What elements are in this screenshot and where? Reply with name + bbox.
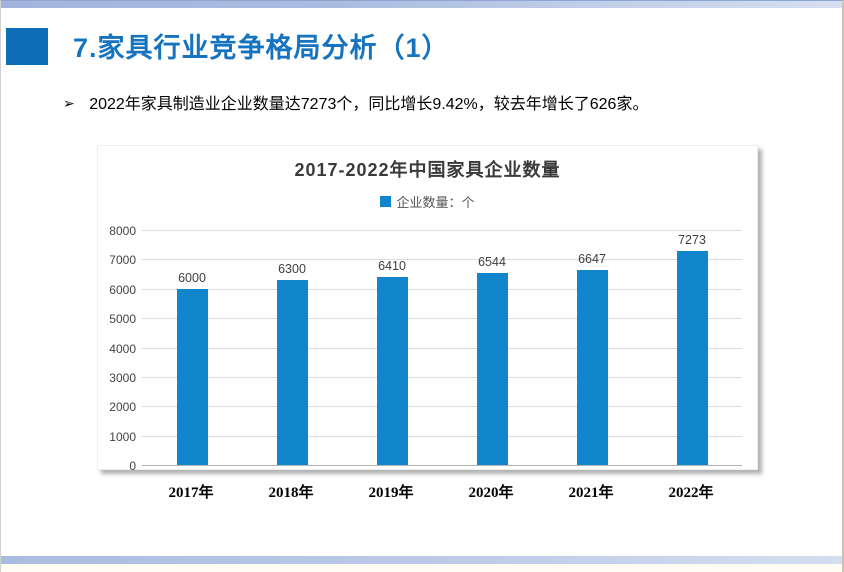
x-axis-tick-label: 2021年 bbox=[568, 485, 614, 501]
bullet-text: 2022年家具制造业企业数量达7273个，同比增长9.42%，较去年增长了626… bbox=[89, 96, 649, 113]
gridline bbox=[142, 347, 742, 349]
chart-title: 2017-2022年中国家具企业数量 bbox=[294, 160, 561, 180]
legend-swatch bbox=[380, 196, 392, 207]
y-axis-tick-label: 6000 bbox=[109, 282, 136, 297]
gridline bbox=[142, 259, 742, 261]
bar-2022年 bbox=[676, 251, 708, 465]
x-axis-tick-label: 2019年 bbox=[368, 485, 414, 501]
y-axis-tick-label: 5000 bbox=[109, 312, 136, 327]
bar-value-label: 6300 bbox=[278, 261, 306, 276]
bar-2021年 bbox=[576, 269, 608, 465]
furniture-companies-bar-chart: 2017-2022年中国家具企业数量 企业数量：个 0 1000 2000 3000 4… bbox=[97, 145, 758, 505]
bar-value-label: 6647 bbox=[578, 251, 606, 266]
gridline bbox=[142, 376, 742, 378]
bar-value-label: 6000 bbox=[178, 270, 206, 285]
gridline bbox=[142, 406, 742, 408]
y-axis-tick-label: 8000 bbox=[109, 224, 136, 238]
gridline bbox=[142, 435, 742, 437]
top-decoration-bar bbox=[1, 0, 842, 8]
bottom-decoration-bar bbox=[1, 556, 842, 564]
x-axis-tick-label: 2022年 bbox=[668, 485, 714, 501]
y-axis-tick-label: 0 bbox=[129, 459, 136, 473]
chart-legend: 企业数量：个 bbox=[98, 192, 757, 211]
y-axis-tick-label: 2000 bbox=[109, 400, 136, 415]
bar-value-label: 6544 bbox=[478, 254, 506, 269]
page-title: 7.家具行业竞争格局分析（1） bbox=[73, 33, 450, 63]
x-axis-labels: 2017年 2018年 2019年 2020年 2021年 2022年 bbox=[97, 481, 758, 503]
gridline bbox=[142, 318, 742, 320]
bottom-margin bbox=[1, 564, 842, 572]
chart-panel: 2017-2022年中国家具企业数量 企业数量：个 0 1000 2000 3000 4… bbox=[97, 145, 758, 473]
gridline bbox=[142, 230, 742, 231]
legend-label: 企业数量：个 bbox=[396, 195, 475, 210]
bar-2017年 bbox=[176, 288, 208, 465]
bar-value-label: 7273 bbox=[678, 233, 706, 248]
gridline bbox=[142, 465, 742, 466]
y-axis-tick-label: 7000 bbox=[109, 253, 136, 268]
bar-2018年 bbox=[276, 279, 308, 465]
bar-2020年 bbox=[476, 272, 508, 465]
y-axis-tick-label: 1000 bbox=[109, 429, 136, 444]
bullet-line: ➢ 2022年家具制造业企业数量达7273个，同比增长9.42%，较去年增长了6… bbox=[63, 90, 823, 114]
plot-area: 0 1000 2000 3000 4000 5000 6000 7000 8000 6000 630… bbox=[109, 224, 742, 473]
gridline bbox=[142, 288, 742, 290]
y-axis-tick-label: 3000 bbox=[109, 370, 136, 385]
bullet-arrow-icon: ➢ bbox=[63, 95, 75, 111]
title-accent-square bbox=[6, 28, 48, 65]
bar-2019年 bbox=[376, 276, 408, 465]
y-axis-tick-label: 4000 bbox=[109, 341, 136, 356]
x-axis-tick-label: 2018年 bbox=[268, 485, 314, 501]
x-axis-tick-label: 2017年 bbox=[168, 485, 214, 501]
bar-value-label: 6410 bbox=[378, 258, 406, 273]
x-axis-tick-label: 2020年 bbox=[468, 485, 514, 501]
